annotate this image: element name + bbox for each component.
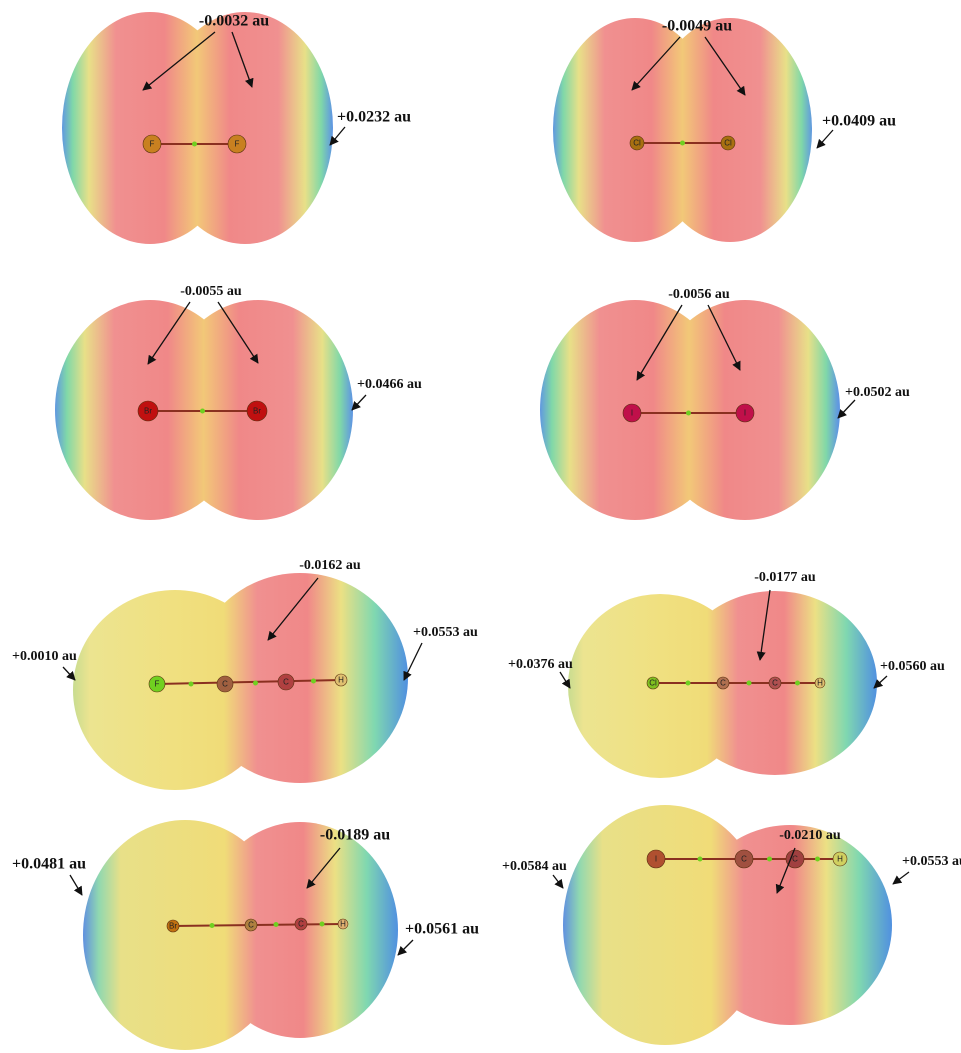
atom-label: I [631,409,633,418]
atom-label: F [155,680,160,689]
atom-label: Br [169,922,177,931]
bond-point [320,922,325,927]
bond-point [253,681,258,686]
bond-point [698,857,703,862]
atom-label: H [837,855,843,864]
atom-label: Br [253,407,261,416]
arrow [893,872,909,884]
atom-label: C [283,678,289,687]
potential-label: +0.0466 au [357,377,422,392]
esp-panel: Cl Cl -0.0049 au +0.0409 au [553,18,896,242]
potential-label: +0.0560 au [880,659,945,674]
potential-label: +0.0376 au [508,657,573,672]
esp-panel: I C C H -0.0210 au +0.0584 au +0.0553 au [502,805,961,1045]
bond-point [686,681,691,686]
potential-label: -0.0162 au [299,558,361,573]
esp-panel: Cl C C H -0.0177 au +0.0376 au +0.0560 au [508,570,945,778]
potential-label: -0.0189 au [320,827,390,844]
potential-label: -0.0210 au [779,828,841,843]
atom-label: C [222,680,228,689]
potential-label: +0.0010 au [12,649,77,664]
potential-label: +0.0561 au [405,921,479,938]
atom-label: Cl [724,139,732,148]
arrow [838,400,855,418]
arrow [70,875,82,895]
atom-label: H [338,676,344,685]
arrow [553,875,563,888]
atom-label: F [150,140,155,149]
bond-point [274,922,279,927]
atom-label: C [772,679,778,688]
potential-label: +0.0553 au [902,854,961,869]
potential-label: +0.0553 au [413,625,478,640]
potential-label: +0.0502 au [845,385,910,400]
bond-point [311,679,316,684]
figure: F F -0.0032 au +0.0232 au Cl Cl -0.0049 au +0.0… [0,0,961,1053]
potential-label: +0.0481 au [12,856,86,873]
bond-point [192,142,197,147]
bond-point [747,681,752,686]
bond-point [210,923,215,928]
bond-point [767,857,772,862]
potential-label: -0.0056 au [668,287,730,302]
bond-point [189,682,194,687]
atom-label: C [298,920,304,929]
bond-point [686,411,691,416]
atom-label: I [655,855,657,864]
esp-panel: F C C H -0.0162 au +0.0010 au +0.0553 au [12,558,478,790]
arrow [817,130,833,148]
atom-label: C [720,679,726,688]
potential-label: +0.0584 au [502,859,567,874]
atom-label: Cl [633,139,641,148]
atom-label: C [741,855,747,864]
esp-panel: F F -0.0032 au +0.0232 au [62,12,411,244]
surface-lobe [157,12,333,244]
surface-lobe [648,18,812,242]
esp-panel: Br C C H -0.0189 au +0.0481 au +0.0561 au [12,820,479,1050]
bond-point [200,409,205,414]
potential-label: -0.0055 au [180,284,242,299]
atom-label: F [235,140,240,149]
arrow [63,667,75,680]
arrow [404,643,422,680]
bond-point [680,141,685,146]
atom-label: H [817,679,823,688]
potential-label: +0.0232 au [337,109,411,126]
arrow [398,940,413,955]
atom-label: H [340,920,346,929]
atom-label: C [792,855,798,864]
esp-panel: Br Br -0.0055 au +0.0466 au [55,284,422,520]
potential-label: +0.0409 au [822,113,896,130]
atom-label: C [248,921,254,930]
atom-label: Cl [649,679,657,688]
potential-label: -0.0032 au [199,13,269,30]
potential-label: -0.0049 au [662,18,732,35]
bond-point [795,681,800,686]
bond-point [815,857,820,862]
esp-panel: I I -0.0056 au +0.0502 au [540,287,910,520]
arrow [352,395,366,410]
potential-label: -0.0177 au [754,570,816,585]
atom-label: Br [144,407,152,416]
atom-label: I [744,409,746,418]
